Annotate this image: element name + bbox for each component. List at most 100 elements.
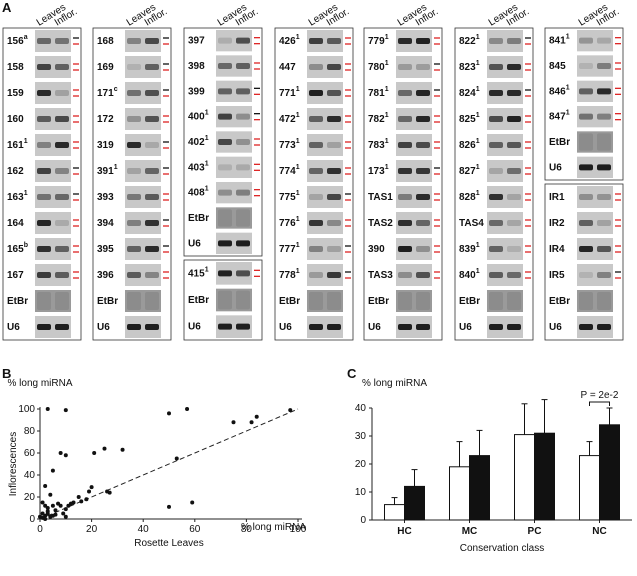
blot-band xyxy=(127,38,141,44)
blot-band xyxy=(416,292,430,310)
row-label-text: 846 xyxy=(549,86,566,97)
row-label: 7761 xyxy=(279,216,300,229)
row-label-text: 823 xyxy=(459,62,476,73)
point xyxy=(167,411,171,416)
blot-band xyxy=(37,168,51,174)
blot-band xyxy=(416,168,430,174)
point xyxy=(50,503,55,508)
row-label-text: 163 xyxy=(7,192,24,203)
row-label-text: EtBr xyxy=(549,137,570,148)
row-label: 172 xyxy=(97,114,114,125)
row-label: 319 xyxy=(97,140,114,151)
y-title: % long miRNA xyxy=(362,378,427,389)
blot-band xyxy=(55,90,69,96)
row-label: U6 xyxy=(97,322,110,333)
blot-band xyxy=(55,116,69,122)
blot-bg xyxy=(396,212,432,234)
blot-band xyxy=(236,88,250,95)
blot-bg xyxy=(125,186,161,208)
row-label: 7821 xyxy=(368,112,389,125)
x-tick-label: 100 xyxy=(290,524,307,535)
blot-band xyxy=(145,194,159,200)
blot-band xyxy=(236,63,250,69)
row-label-text: EtBr xyxy=(7,296,28,307)
blot-band xyxy=(416,116,430,122)
blot-bg xyxy=(577,212,613,234)
row-label-sup: 1 xyxy=(296,164,300,171)
row-label-text: 396 xyxy=(97,270,114,281)
row-label: U6 xyxy=(549,162,562,173)
point xyxy=(107,490,112,495)
blot-band xyxy=(127,168,141,174)
blot-bg xyxy=(125,238,161,260)
row-label-text: 774 xyxy=(279,166,296,177)
row-label-sup: 1 xyxy=(205,135,209,142)
blot-band xyxy=(489,142,503,148)
blot-bg xyxy=(125,30,161,52)
blot-band xyxy=(327,194,341,200)
row-label: U6 xyxy=(188,238,201,249)
blot-bg xyxy=(577,156,613,178)
row-label-text: EtBr xyxy=(459,296,480,307)
blot-band xyxy=(416,324,430,330)
row-label-sup: 1 xyxy=(24,190,28,197)
blot-band xyxy=(218,113,232,120)
x-tick-label: HC xyxy=(397,526,411,537)
blot-band xyxy=(327,142,341,148)
row-label: 393 xyxy=(97,192,114,203)
blot-band xyxy=(309,246,323,252)
row-label: 171c xyxy=(97,86,118,99)
row-label-text: 783 xyxy=(368,140,385,151)
blot-band xyxy=(489,168,503,174)
blot-box xyxy=(2,27,82,341)
row-label: 390 xyxy=(368,244,385,255)
blot-band xyxy=(489,272,503,278)
point xyxy=(167,504,171,509)
row-label-text: 782 xyxy=(368,114,385,125)
point xyxy=(53,512,58,517)
point xyxy=(174,456,179,461)
blot-bg xyxy=(307,316,343,338)
row-label-text: 399 xyxy=(188,86,205,97)
row-label-sup: 1 xyxy=(296,34,300,41)
row-label-sup: c xyxy=(114,86,118,93)
point xyxy=(63,453,68,458)
row-label: 4721 xyxy=(279,112,300,125)
blot-band xyxy=(37,38,51,44)
row-label: 156a xyxy=(7,34,28,47)
blot-bg xyxy=(216,156,252,178)
point xyxy=(288,408,293,413)
blot-bg xyxy=(307,264,343,286)
row-label-text: EtBr xyxy=(188,295,209,306)
row-label-text: 169 xyxy=(97,62,114,73)
y-tick-label: 0 xyxy=(360,515,366,526)
x-tick-label: 40 xyxy=(138,524,150,535)
blot-bg xyxy=(307,238,343,260)
blot-band xyxy=(236,290,250,310)
blot-band xyxy=(489,90,503,96)
blot-bg xyxy=(216,232,252,254)
blot-band xyxy=(507,272,521,278)
blot-band xyxy=(127,142,141,148)
row-label-sup: 1 xyxy=(205,186,209,193)
blot-band xyxy=(579,113,593,120)
blot-band xyxy=(327,246,341,252)
blot-band xyxy=(416,142,430,148)
blot-bg xyxy=(125,212,161,234)
point xyxy=(63,408,68,413)
blot-box xyxy=(183,259,263,341)
row-label-text: 172 xyxy=(97,114,114,125)
blot-band xyxy=(579,133,593,151)
row-label-text: IR2 xyxy=(549,218,565,229)
blot-band xyxy=(597,194,611,200)
row-label-text: TAS4 xyxy=(459,218,484,229)
blot-band xyxy=(55,194,69,200)
row-label: 8411 xyxy=(549,34,570,47)
blot-band xyxy=(579,324,593,330)
blot-band xyxy=(398,292,412,310)
blot-bg xyxy=(35,316,71,338)
row-label-text: 827 xyxy=(459,166,476,177)
blot-band xyxy=(398,90,412,96)
blot-band xyxy=(489,292,503,310)
blot-band xyxy=(145,64,159,70)
